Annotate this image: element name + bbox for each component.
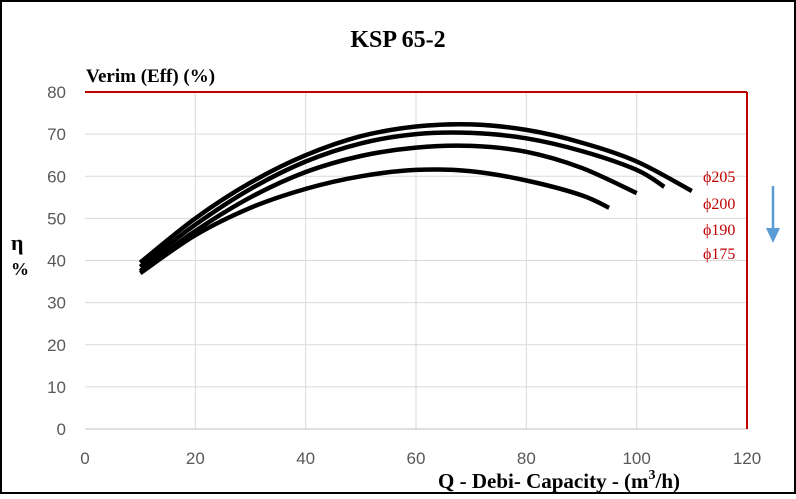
efficiency-curve xyxy=(138,130,666,269)
y-tick-label: 0 xyxy=(57,420,66,439)
chart-title: KSP 65-2 xyxy=(350,27,445,53)
y-axis-title-top: Verim (Eff) (%) xyxy=(86,66,215,87)
y-tick-label: 70 xyxy=(47,125,66,144)
legend-entry: ϕ200 xyxy=(703,196,735,213)
efficiency-curve xyxy=(138,122,693,265)
y-tick-label: 20 xyxy=(47,336,66,355)
legend-entry: ϕ205 xyxy=(703,169,735,186)
y-tick-label: 80 xyxy=(47,83,66,102)
y-axis-unit: % xyxy=(11,259,29,279)
y-tick-label: 10 xyxy=(47,378,66,397)
x-tick-label: 40 xyxy=(296,449,315,468)
x-axis-title-suffix: /h) xyxy=(655,469,681,493)
down-arrow-icon xyxy=(766,186,780,243)
x-tick-label: 60 xyxy=(407,449,426,468)
efficiency-curves xyxy=(138,122,693,275)
x-tick-label: 0 xyxy=(80,449,89,468)
x-tick-label: 80 xyxy=(517,449,536,468)
y-axis-eta-symbol: η xyxy=(11,230,24,255)
x-tick-label: 120 xyxy=(733,449,761,468)
efficiency-curve xyxy=(138,167,611,275)
x-tick-label: 100 xyxy=(622,449,650,468)
efficiency-curve xyxy=(138,143,638,273)
y-tick-label: 50 xyxy=(47,209,66,228)
y-tick-labels: 0 10 20 30 40 50 60 70 80 xyxy=(47,83,66,439)
y-tick-label: 40 xyxy=(47,252,66,271)
x-axis-title: Q - Debi- Capacity - (m3/h) xyxy=(438,468,680,493)
legend: ϕ205 ϕ200 ϕ190 ϕ175 xyxy=(703,169,735,263)
x-tick-label: 20 xyxy=(186,449,205,468)
y-tick-label: 60 xyxy=(47,167,66,186)
x-tick-labels: 0 20 40 60 80 100 120 xyxy=(80,449,761,468)
x-axis-title-prefix: Q - Debi- Capacity - (m xyxy=(438,469,649,493)
x-axis-title-superscript: 3 xyxy=(649,468,656,483)
y-tick-label: 30 xyxy=(47,294,66,313)
legend-entry: ϕ175 xyxy=(703,246,735,263)
legend-entry: ϕ190 xyxy=(703,222,735,239)
